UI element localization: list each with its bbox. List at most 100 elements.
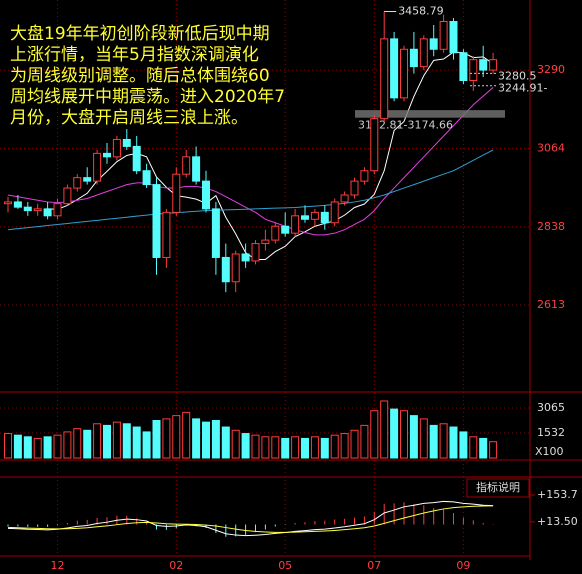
volume-bar	[23, 436, 32, 459]
candle-body	[112, 138, 121, 158]
candle-body	[489, 59, 498, 71]
candle-body	[211, 208, 220, 258]
volume-bar	[449, 426, 458, 459]
macd-line	[7, 505, 494, 533]
candle-body	[350, 180, 359, 196]
candle-body	[251, 243, 260, 262]
indicator-button-label[interactable]: 指标说明	[476, 480, 520, 494]
volume-bar	[152, 420, 161, 459]
candle-body	[73, 177, 82, 189]
volume-bar	[340, 433, 349, 459]
volume-bar	[400, 410, 408, 459]
candle-body	[4, 201, 12, 205]
y-tick-label: 1532	[537, 426, 565, 439]
candle-body	[43, 208, 52, 217]
volume-bar	[192, 418, 201, 459]
candle-body	[162, 211, 171, 258]
volume-bar	[380, 400, 389, 459]
x-tick-label: 12	[51, 559, 65, 572]
moving-average	[7, 149, 494, 231]
candle-body	[419, 38, 428, 68]
candle-body	[429, 38, 438, 50]
volume-bar	[142, 431, 151, 459]
candle-body	[380, 38, 389, 120]
commentary-line: 月份，大盘开启周线三浪上涨。	[10, 108, 248, 128]
candle-body	[281, 225, 290, 234]
y-tick-label: 2613	[537, 298, 565, 311]
candle-body	[53, 203, 62, 217]
volume-bar	[162, 418, 171, 459]
volume-bar	[439, 423, 448, 459]
volume-bar	[419, 418, 428, 459]
volume-bar	[310, 436, 319, 459]
candle-body	[370, 118, 379, 172]
volume-bar	[83, 429, 92, 459]
commentary-line: 周均线展开中期震荡。进入2020年7	[10, 87, 285, 107]
candle-body	[439, 21, 448, 50]
candle-body	[390, 38, 399, 99]
volume-bar	[370, 410, 379, 459]
indicator-button[interactable]	[466, 478, 530, 498]
commentary-line: 上涨行情，当年5月指数深调演化	[10, 45, 259, 65]
volume-bar	[350, 429, 359, 459]
macd-line	[7, 500, 494, 537]
candle-body	[400, 48, 408, 99]
candle-body	[152, 184, 161, 258]
volume-bar	[409, 415, 418, 459]
x-tick-label: 09	[456, 559, 470, 572]
candle-body	[93, 152, 102, 182]
price-mark-label: 3280.5	[498, 69, 537, 82]
y-tick-label: 2838	[537, 220, 565, 233]
volume-bar	[489, 441, 498, 459]
volume-bar	[390, 408, 399, 459]
candle-body	[23, 206, 32, 212]
candle-body	[310, 211, 319, 220]
volume-bar	[202, 421, 210, 459]
candle-body	[13, 201, 22, 208]
volume-bar	[231, 429, 240, 459]
volume-bar	[429, 424, 438, 459]
volume-bar	[271, 436, 280, 459]
candle-body	[340, 194, 349, 203]
x-tick-label: 05	[278, 559, 292, 572]
candle-body	[360, 170, 369, 182]
volume-bar	[182, 411, 191, 459]
price-band	[355, 110, 505, 118]
candle-body	[231, 253, 240, 283]
y-tick-label: +13.50	[537, 515, 578, 528]
volume-bar	[63, 431, 72, 459]
y-tick-label: 3064	[537, 142, 565, 155]
volume-bar	[103, 424, 111, 459]
volume-bar	[301, 437, 309, 459]
candle-body	[479, 59, 488, 71]
volume-bar	[241, 433, 250, 459]
candle-body	[83, 177, 92, 182]
volume-bar	[33, 437, 42, 459]
commentary-line: 大盘19年年初创阶段新低后现中期	[10, 24, 270, 44]
candle-body	[330, 201, 339, 224]
volume-bar	[4, 433, 12, 459]
candle-body	[172, 173, 181, 213]
volume-bar	[172, 415, 181, 459]
candle-body	[63, 187, 72, 205]
band-label: 3152.81-3174.66	[358, 119, 453, 132]
y-tick-label: 3290	[537, 63, 565, 76]
volume-bar	[53, 434, 62, 459]
moving-average	[47, 51, 494, 261]
volume-bar	[479, 437, 488, 459]
volume-bar	[73, 428, 82, 459]
volume-bar	[221, 426, 230, 459]
commentary-line: 为周线级别调整。随后总体围绕60	[10, 66, 270, 86]
candle-body	[202, 180, 210, 210]
unit-label: X100	[535, 445, 564, 458]
volume-bar	[469, 436, 478, 459]
candle-body	[409, 48, 418, 68]
candle-body	[221, 256, 230, 283]
volume-bar	[43, 436, 52, 459]
volume-bar	[330, 434, 339, 459]
candle-body	[271, 225, 280, 241]
candle-body	[192, 156, 201, 182]
volume-bar	[291, 436, 300, 459]
candle-body	[142, 170, 151, 186]
